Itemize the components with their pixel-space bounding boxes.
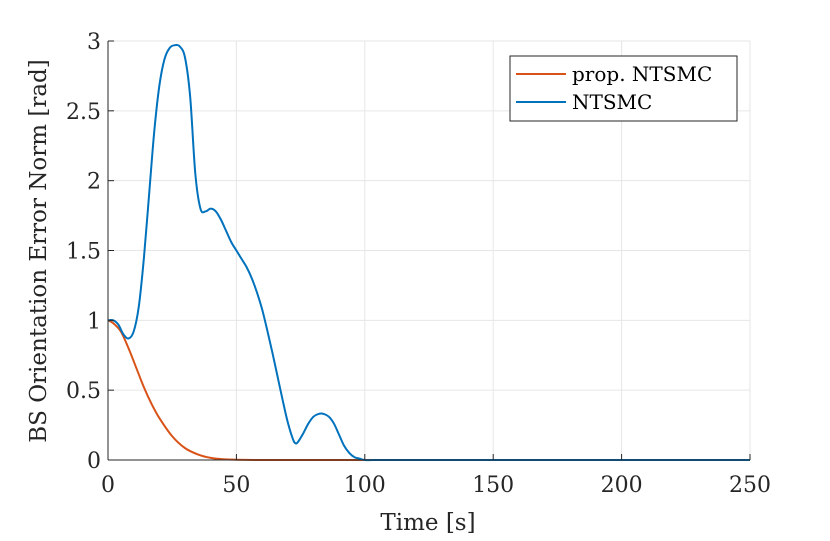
ticks xyxy=(107,40,751,461)
x-tick-label-3: 150 xyxy=(472,473,514,498)
y-tick-label-5: 2.5 xyxy=(66,100,101,125)
x-tick-label-0: 0 xyxy=(101,473,115,498)
tick-labels: 0 50 100 150 200 250 0 0.5 1 1.5 2 2.5 3 xyxy=(66,30,771,498)
series-line-1 xyxy=(107,43,750,462)
legend-box xyxy=(509,55,738,122)
x-tick-label-4: 200 xyxy=(601,473,643,498)
y-tick-label-0: 0 xyxy=(87,449,101,474)
legend-label-prop-ntsmc: prop. NTSMC xyxy=(572,62,712,86)
x-tick-label-1: 50 xyxy=(222,473,250,498)
y-tick-label-2: 1 xyxy=(87,309,101,334)
y-tick-label-6: 3 xyxy=(87,30,101,55)
y-tick-label-4: 2 xyxy=(87,170,101,195)
x-tick-label-5: 250 xyxy=(729,473,771,498)
x-axis-label: Time [s] xyxy=(380,510,475,536)
x-tick-label-2: 100 xyxy=(344,473,386,498)
y-tick-label-1: 0.5 xyxy=(66,379,101,404)
y-axis-label: BS Orientation Error Norm [rad] xyxy=(26,59,52,443)
y-tick-label-3: 1.5 xyxy=(66,240,101,265)
legend-label-ntsmc: NTSMC xyxy=(572,90,652,114)
legend: prop. NTSMC NTSMC xyxy=(509,55,738,122)
grid xyxy=(107,40,751,461)
